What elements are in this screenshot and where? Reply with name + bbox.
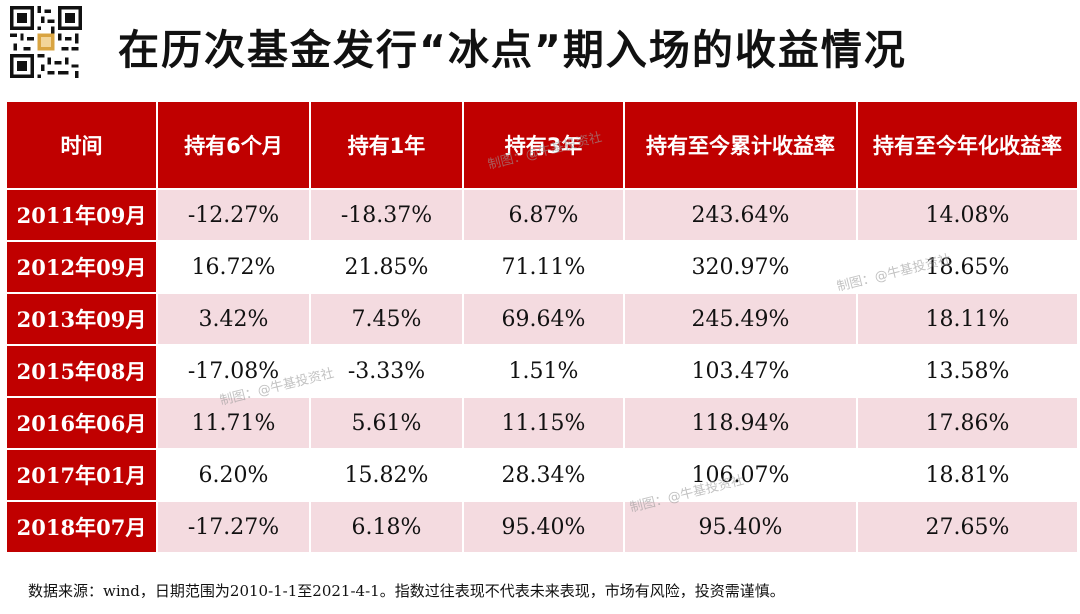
cell-cumulative-return: 103.47% [623,344,858,398]
cell-hold-1-year: 5.61% [309,396,464,450]
cell-cumulative-return: 320.97% [623,240,858,294]
cell-hold-1-year: 21.85% [309,240,464,294]
row-period: 2011年09月 [5,188,158,242]
cell-annualized-return: 14.08% [856,188,1079,242]
header-hold-6-months: 持有6个月 [156,100,311,190]
cell-hold-6-months: 6.20% [156,448,311,502]
cell-annualized-return: 18.65% [856,240,1079,294]
qr-code-icon [10,6,82,78]
row-period: 2016年06月 [5,396,158,450]
table-row: 2012年09月 16.72% 21.85% 71.11% 320.97% 18… [5,240,1079,294]
cell-hold-3-years: 11.15% [462,396,625,450]
page-title: 在历次基金发行“冰点”期入场的收益情况 [118,26,907,74]
cell-hold-3-years: 6.87% [462,188,625,242]
header-cumulative-return: 持有至今累计收益率 [623,100,858,190]
row-period: 2013年09月 [5,292,158,346]
header-hold-3-years: 持有3年 [462,100,625,190]
row-period: 2018年07月 [5,500,158,554]
cell-hold-1-year: -18.37% [309,188,464,242]
header-annualized-return: 持有至今年化收益率 [856,100,1079,190]
data-source-note: 数据来源：wind，日期范围为2010-1-1至2021-4-1。指数过往表现不… [28,582,785,600]
cell-annualized-return: 17.86% [856,396,1079,450]
table-row: 2016年06月 11.71% 5.61% 11.15% 118.94% 17.… [5,396,1079,450]
table-row: 2017年01月 6.20% 15.82% 28.34% 106.07% 18.… [5,448,1079,502]
table-row: 2013年09月 3.42% 7.45% 69.64% 245.49% 18.1… [5,292,1079,346]
row-period: 2012年09月 [5,240,158,294]
cell-hold-3-years: 1.51% [462,344,625,398]
row-period: 2015年08月 [5,344,158,398]
cell-hold-1-year: 7.45% [309,292,464,346]
row-period: 2017年01月 [5,448,158,502]
cell-hold-1-year: -3.33% [309,344,464,398]
cell-hold-6-months: -17.27% [156,500,311,554]
cell-hold-6-months: -12.27% [156,188,311,242]
cell-hold-6-months: 16.72% [156,240,311,294]
cell-hold-6-months: -17.08% [156,344,311,398]
header-period: 时间 [5,100,158,190]
cell-hold-1-year: 6.18% [309,500,464,554]
cell-hold-6-months: 3.42% [156,292,311,346]
returns-table: 时间 持有6个月 持有1年 持有3年 持有至今累计收益率 持有至今年化收益率 2… [5,100,1079,554]
cell-annualized-return: 13.58% [856,344,1079,398]
cell-hold-3-years: 28.34% [462,448,625,502]
cell-cumulative-return: 95.40% [623,500,858,554]
cell-cumulative-return: 118.94% [623,396,858,450]
cell-annualized-return: 18.11% [856,292,1079,346]
cell-hold-3-years: 69.64% [462,292,625,346]
cell-cumulative-return: 243.64% [623,188,858,242]
table-header-row: 时间 持有6个月 持有1年 持有3年 持有至今累计收益率 持有至今年化收益率 [5,100,1079,190]
cell-cumulative-return: 245.49% [623,292,858,346]
table-row: 2011年09月 -12.27% -18.37% 6.87% 243.64% 1… [5,188,1079,242]
cell-hold-3-years: 71.11% [462,240,625,294]
cell-annualized-return: 18.81% [856,448,1079,502]
header-hold-1-year: 持有1年 [309,100,464,190]
cell-annualized-return: 27.65% [856,500,1079,554]
cell-hold-3-years: 95.40% [462,500,625,554]
table-row: 2018年07月 -17.27% 6.18% 95.40% 95.40% 27.… [5,500,1079,554]
cell-cumulative-return: 106.07% [623,448,858,502]
cell-hold-6-months: 11.71% [156,396,311,450]
cell-hold-1-year: 15.82% [309,448,464,502]
table-row: 2015年08月 -17.08% -3.33% 1.51% 103.47% 13… [5,344,1079,398]
